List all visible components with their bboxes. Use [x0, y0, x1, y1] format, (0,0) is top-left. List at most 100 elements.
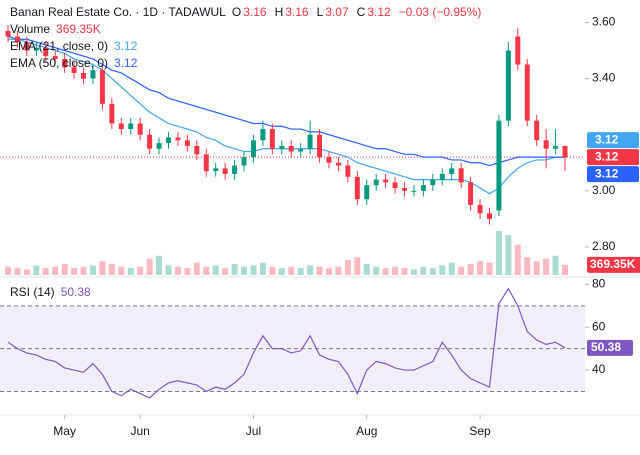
volume-bar — [401, 268, 408, 275]
volume-bar — [212, 265, 219, 275]
volume-legend: Volume 369.35K — [10, 21, 483, 38]
volume-bar — [184, 268, 191, 275]
ohlc-key: O — [231, 5, 242, 19]
candle-body — [524, 64, 530, 121]
volume-bar — [307, 265, 314, 275]
legend-value: 50.38 — [60, 285, 91, 299]
volume-bar — [259, 262, 266, 275]
volume-bar — [524, 257, 531, 275]
volume-bar — [165, 265, 172, 275]
candle-body — [345, 165, 351, 177]
candle-body — [373, 179, 379, 186]
volume-bar — [344, 259, 351, 275]
volume-bar — [23, 269, 30, 275]
volume-bar — [467, 264, 474, 275]
candle-body — [194, 145, 200, 155]
candle-body — [458, 168, 464, 183]
candle-body — [99, 70, 105, 104]
volume-bar — [52, 266, 59, 275]
ohlc-value: 3.16 — [243, 5, 267, 19]
volume-bar — [410, 269, 417, 275]
ema-legend: EMA (21, close, 0) 3.12 — [10, 38, 483, 55]
ema-line — [7, 35, 565, 167]
candle-body — [118, 123, 124, 130]
x-tick-label: Aug — [356, 424, 377, 438]
ohlc: O 3.16 — [232, 4, 269, 21]
x-tick-label: Sep — [469, 424, 491, 438]
volume-bar — [61, 264, 68, 275]
candle-body — [33, 47, 39, 51]
volume-bar — [71, 268, 78, 275]
rsi-tick-label: 60 — [592, 319, 606, 333]
ohlc-value: 3.12 — [367, 5, 391, 19]
candle-body — [24, 42, 30, 51]
volume-bar — [562, 264, 568, 275]
ohlc-key: C — [356, 5, 366, 19]
symbol-title: Banan Real Estate Co. · 1D · TADAWUL — [10, 5, 226, 19]
rsi-tick-label: 80 — [592, 277, 606, 291]
ema-tag — [587, 132, 639, 149]
candle-body — [411, 190, 417, 192]
candle-body — [392, 182, 398, 189]
candle-body — [439, 173, 445, 180]
candle-body — [477, 204, 483, 214]
candle-body — [543, 140, 549, 149]
volume-bar — [448, 262, 455, 275]
volume-bar — [552, 255, 559, 275]
ohlc-key: H — [274, 5, 284, 19]
volume-bar — [146, 258, 153, 275]
volume-bar — [222, 268, 229, 275]
ohlc: L 3.07 — [317, 4, 351, 21]
candle-body — [175, 137, 181, 141]
volume-bar — [458, 266, 465, 275]
candle-body — [62, 58, 68, 68]
rsi-legend: RSI (14) 50.38 — [10, 284, 93, 301]
volume-bar — [297, 268, 304, 275]
volume-bar — [33, 265, 40, 275]
y-tick-label: 3.00 — [592, 183, 616, 197]
volume-bar — [174, 266, 181, 275]
volume-bar — [439, 265, 446, 275]
volume-bar — [420, 266, 427, 275]
volume-bar — [477, 261, 484, 275]
candle-body — [553, 145, 559, 149]
rsi-tag-label: 50.38 — [591, 340, 621, 354]
ema-tag — [587, 166, 639, 183]
volume-bar — [203, 266, 210, 275]
candle-body — [496, 120, 502, 211]
volume-bar — [241, 266, 248, 275]
candle-body — [43, 47, 49, 57]
ema-tag-label: 3.12 — [595, 132, 619, 146]
x-tick-label: Jun — [130, 424, 149, 438]
volume-bar — [231, 264, 238, 275]
volume-bar — [269, 266, 276, 275]
volume-bar — [137, 266, 144, 275]
rsi-band — [0, 305, 585, 392]
header-row: Banan Real Estate Co. · 1D · TADAWUL O 3.… — [10, 4, 483, 21]
volume-bar — [14, 268, 21, 275]
candle-body — [269, 129, 275, 149]
volume-bar — [118, 266, 125, 275]
candle-body — [222, 168, 228, 174]
rsi-legend-row: RSI (14) 50.38 — [10, 284, 93, 301]
volume-bar — [80, 266, 87, 275]
ohlc-value: 3.16 — [285, 5, 309, 19]
candle-body — [515, 36, 521, 65]
volume-bar — [99, 261, 106, 275]
volume-bar — [335, 266, 342, 275]
volume-tag-label: 369.35K — [590, 257, 636, 271]
legend-name: EMA (21, close, 0) — [10, 39, 109, 53]
candle-body — [534, 120, 540, 141]
candle-body — [156, 143, 162, 149]
volume-bar — [429, 268, 436, 275]
ohlc-value: 3.07 — [325, 5, 349, 19]
candle-body — [486, 213, 492, 219]
rsi-tag — [587, 339, 633, 356]
volume-bar — [156, 255, 163, 275]
volume-bar — [486, 262, 493, 275]
volume-bar — [127, 268, 134, 275]
candle-body — [147, 134, 153, 149]
candle-body — [402, 188, 408, 191]
candle-body — [383, 179, 389, 183]
change: −0.03 (−0.95%) — [398, 5, 482, 19]
